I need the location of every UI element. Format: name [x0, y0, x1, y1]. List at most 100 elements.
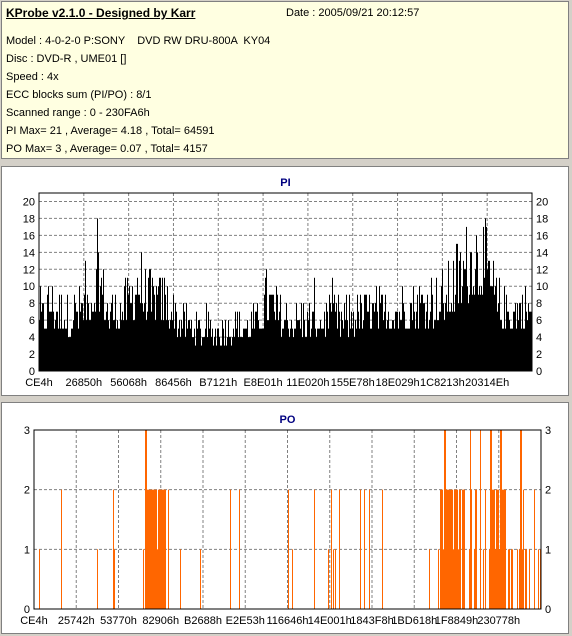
data-bar — [369, 294, 370, 371]
data-bar — [61, 294, 62, 371]
data-bar — [445, 303, 446, 371]
y-tick-label-right: 0 — [545, 604, 551, 616]
data-bar — [502, 328, 503, 371]
data-bar — [381, 294, 382, 371]
data-bar — [500, 430, 501, 609]
data-bar — [239, 311, 240, 371]
x-tick-label: E2E53h — [226, 615, 265, 627]
data-bar — [448, 260, 449, 371]
data-bar — [84, 294, 85, 371]
data-series — [39, 218, 532, 371]
data-bar — [507, 311, 508, 371]
data-bar — [448, 489, 449, 609]
data-bar — [398, 328, 399, 371]
data-bar — [295, 328, 296, 371]
data-bar — [476, 489, 477, 609]
data-bar — [525, 549, 526, 609]
data-bar — [75, 303, 76, 371]
data-bar — [453, 260, 454, 371]
data-bar — [469, 549, 470, 609]
data-bar — [67, 294, 68, 371]
data-bar — [138, 294, 139, 371]
app-title: KProbe v2.1.0 - Designed by Karr — [6, 6, 196, 20]
data-bar — [521, 328, 522, 371]
data-bar — [72, 328, 73, 371]
data-bar — [480, 294, 481, 371]
data-bar — [308, 320, 309, 371]
data-bar — [350, 328, 351, 371]
data-bar — [394, 328, 395, 371]
data-bar — [262, 328, 263, 371]
data-bar — [207, 337, 208, 371]
chart-title: PI — [280, 177, 290, 189]
data-bar — [486, 226, 487, 371]
data-bar — [71, 328, 72, 371]
data-bar — [408, 328, 409, 371]
data-bar — [74, 294, 75, 371]
data-bar — [55, 320, 56, 371]
data-bar — [323, 328, 324, 371]
data-bar — [522, 294, 523, 371]
data-bar — [90, 320, 91, 371]
data-bar — [363, 320, 364, 371]
data-bar — [249, 337, 250, 371]
data-bar — [86, 320, 87, 371]
data-bar — [105, 320, 106, 371]
data-bar — [472, 294, 473, 371]
data-bar — [463, 489, 464, 609]
data-bar — [79, 286, 80, 371]
data-bar — [407, 328, 408, 371]
data-bar — [211, 337, 212, 371]
data-bar — [284, 320, 285, 371]
data-bar — [417, 294, 418, 371]
data-bar — [157, 294, 158, 371]
data-bar — [234, 337, 235, 371]
data-bar — [423, 303, 424, 371]
data-bar — [225, 320, 226, 371]
data-bar — [180, 337, 181, 371]
data-bar — [446, 489, 447, 609]
data-bar — [114, 549, 115, 609]
x-tick-label: CE4h — [25, 377, 53, 389]
data-bar — [485, 218, 486, 371]
data-bar — [209, 328, 210, 371]
y-tick-label: 10 — [23, 281, 35, 293]
data-bar — [518, 320, 519, 371]
data-bar — [422, 294, 423, 371]
data-bar — [474, 294, 475, 371]
data-bar — [441, 489, 442, 609]
y-tick-label: 16 — [23, 230, 35, 242]
data-bar — [490, 286, 491, 371]
data-bar — [81, 303, 82, 371]
data-bar — [245, 328, 246, 371]
data-bar — [219, 337, 220, 371]
data-bar — [73, 320, 74, 371]
data-bar — [409, 328, 410, 371]
data-bar — [137, 277, 138, 371]
data-bar — [469, 294, 470, 371]
data-bar — [126, 320, 127, 371]
data-bar — [351, 311, 352, 371]
data-bar — [402, 286, 403, 371]
data-bar — [117, 320, 118, 371]
data-bar — [312, 311, 313, 371]
data-bar — [226, 345, 227, 371]
data-bar — [353, 311, 354, 371]
data-bar — [98, 252, 99, 371]
data-bar — [159, 489, 160, 609]
data-bar — [434, 320, 435, 371]
y-tick-label: 2 — [29, 349, 35, 361]
data-bar — [357, 294, 358, 371]
data-bar — [213, 345, 214, 371]
data-bar — [506, 294, 507, 371]
data-bar — [440, 311, 441, 371]
x-tick-label: 20314Eh — [465, 377, 509, 389]
x-tick-label: B7121h — [199, 377, 237, 389]
data-bar — [294, 328, 295, 371]
data-bar — [524, 328, 525, 371]
data-bar — [364, 489, 365, 609]
data-bar — [162, 277, 163, 371]
data-bar — [51, 311, 52, 371]
data-bar — [509, 549, 510, 609]
data-bar — [68, 337, 69, 371]
